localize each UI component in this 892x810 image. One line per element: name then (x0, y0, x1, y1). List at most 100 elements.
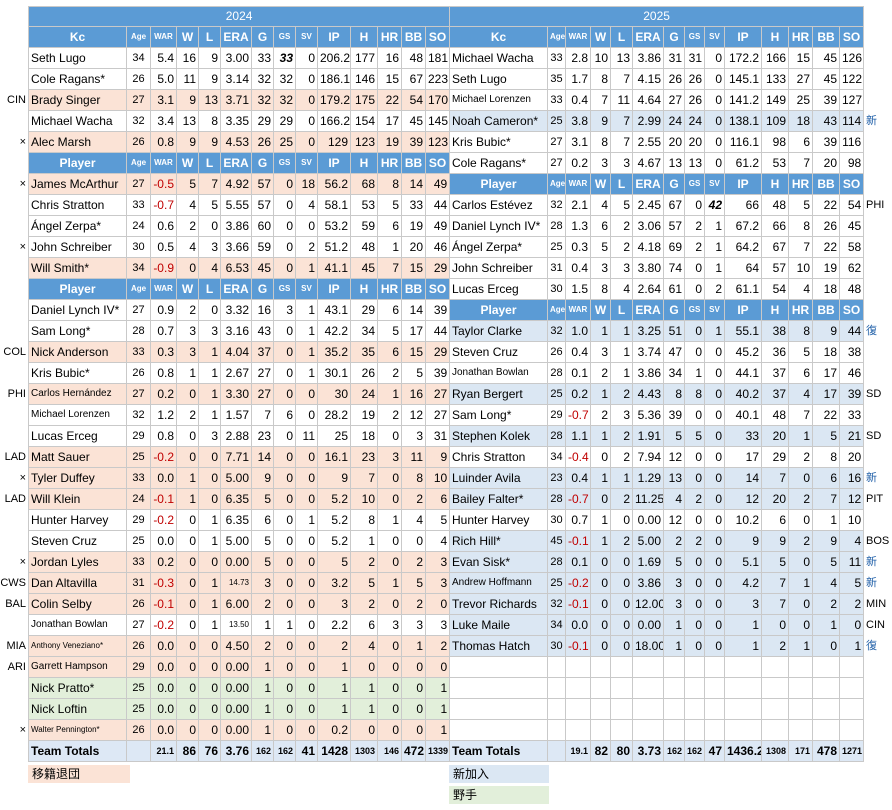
header-gs: GS (273, 278, 296, 300)
stat-hr: 16 (377, 47, 402, 69)
player-name: Noah Cameron* (449, 110, 548, 132)
stat-g: 23 (251, 425, 274, 447)
empty-cell (590, 677, 611, 699)
stat-war: -0.2 (150, 509, 177, 531)
empty-cell (838, 698, 865, 720)
stat-w: 2 (176, 299, 199, 321)
stat-ip: 61.2 (724, 152, 762, 174)
player-row: Michael Lorenzen 33 0.4 7 11 4.64 27 26 0 141.2 14… (449, 89, 865, 111)
stat-so: 10 (424, 467, 451, 489)
header-war: WAR (150, 26, 177, 48)
stat-era: 3.30 (220, 383, 252, 405)
header-ip: IP (317, 26, 351, 48)
header-war: WAR (565, 299, 591, 321)
player-row: Garrett Hampson 29 0.0 0 0 0.00 1 0 0 1 0 0 0 0 (28, 656, 451, 678)
player-name: Jonathan Bowlan (449, 362, 548, 384)
stat-so: 29 (424, 257, 451, 279)
player-row: Sam Long* 28 0.7 3 3 3.16 43 0 1 42.2 34 5 17 44 (28, 320, 451, 342)
player-name: Rich Hill* (449, 530, 548, 552)
header-sv: SV (295, 278, 318, 300)
transaction-note: × (19, 556, 26, 568)
empty-cell (663, 677, 685, 699)
stat-gs: 0 (273, 383, 296, 405)
player-name: Evan Sisk* (449, 551, 548, 573)
stat-era: 4.92 (220, 173, 252, 195)
stat-l: 1 (198, 341, 221, 363)
player-row: Taylor Clarke 32 1.0 1 1 3.25 51 0 1 55.1 38 8 9 44 (449, 320, 865, 342)
stat-hr: 2 (788, 530, 813, 552)
stat-war: 0.3 (150, 341, 177, 363)
stat-h: 4 (350, 635, 378, 657)
stat-so: 1 (424, 719, 451, 741)
totals-label: Team Totals (449, 740, 548, 762)
player-name: Will Klein (28, 488, 127, 510)
stat-bb: 18 (812, 278, 840, 300)
stat-ip: 3.2 (317, 572, 351, 594)
player-row: Ángel Zerpa* 25 0.3 5 2 4.18 69 2 1 64.2 67 7 22 58 (449, 236, 865, 258)
stat-h: 7 (761, 593, 789, 615)
stat-l: 1 (198, 509, 221, 531)
stat-era: 5.36 (632, 404, 664, 426)
stat-h: 0 (350, 656, 378, 678)
stat-ip: 141.2 (724, 89, 762, 111)
stat-ip: 40.1 (724, 404, 762, 426)
player-name: Jonathan Bowlan (28, 614, 127, 636)
stat-w: 0 (176, 425, 199, 447)
stat-gs: 8 (684, 383, 705, 405)
totals-sv: 41 (295, 740, 318, 762)
legend-fielder: 野手 (449, 786, 549, 804)
transaction-note: CIN (7, 94, 26, 106)
stat-bb: 45 (812, 68, 840, 90)
totals-hr: 146 (377, 740, 402, 762)
column-header-row: Player Age WAR W L ERA G GS SV IP H HR BB SO (28, 278, 451, 300)
stat-sv: 1 (295, 299, 318, 321)
stat-hr: 0 (377, 425, 402, 447)
player-name: Hunter Harvey (28, 509, 127, 531)
stat-l: 1 (610, 320, 633, 342)
stat-g: 7 (251, 404, 274, 426)
stat-gs: 0 (684, 572, 705, 594)
stat-war: 3.8 (565, 110, 591, 132)
stat-w: 1 (176, 362, 199, 384)
player-row: Tyler Duffey 33 0.0 1 0 5.00 9 0 0 9 7 0 8 10 (28, 467, 451, 489)
header-l: L (610, 26, 633, 48)
stat-bb: 17 (812, 362, 840, 384)
stat-l: 0 (198, 488, 221, 510)
stat-war: 0.0 (150, 635, 177, 657)
stat-hr: 1 (788, 425, 813, 447)
stat-era: 2.45 (632, 194, 664, 216)
transaction-note: 新 (866, 556, 877, 568)
stat-h: 5 (761, 551, 789, 573)
stat-age: 25 (547, 572, 566, 594)
stat-ip: 1 (724, 635, 762, 657)
empty-cell (704, 677, 725, 699)
stat-so: 116 (838, 131, 865, 153)
transaction-note: 新 (866, 472, 877, 484)
player-name: Luke Maile (449, 614, 548, 636)
stat-ip: 4.2 (724, 572, 762, 594)
totals-g: 162 (663, 740, 685, 762)
stat-age: 34 (547, 614, 566, 636)
transaction-note: CIN (866, 619, 885, 631)
stat-hr: 1 (377, 509, 402, 531)
player-name: Kris Bubic* (28, 362, 127, 384)
header-sv: SV (704, 173, 725, 195)
stat-war: 0.4 (565, 89, 591, 111)
stat-g: 27 (251, 362, 274, 384)
stat-bb: 1 (401, 635, 426, 657)
stat-sv: 0 (295, 89, 318, 111)
stat-gs: 0 (684, 635, 705, 657)
stat-bb: 2 (401, 551, 426, 573)
stat-l: 1 (610, 341, 633, 363)
stat-gs: 0 (273, 446, 296, 468)
stat-h: 53 (761, 152, 789, 174)
stat-bb: 39 (401, 131, 426, 153)
totals-w: 82 (590, 740, 611, 762)
stat-war: 2.1 (565, 194, 591, 216)
stat-l: 1 (198, 404, 221, 426)
stat-hr: 25 (788, 89, 813, 111)
stat-l: 2 (610, 383, 633, 405)
header-g: G (663, 299, 685, 321)
header-bb: BB (812, 299, 840, 321)
stat-ip: 12 (724, 488, 762, 510)
